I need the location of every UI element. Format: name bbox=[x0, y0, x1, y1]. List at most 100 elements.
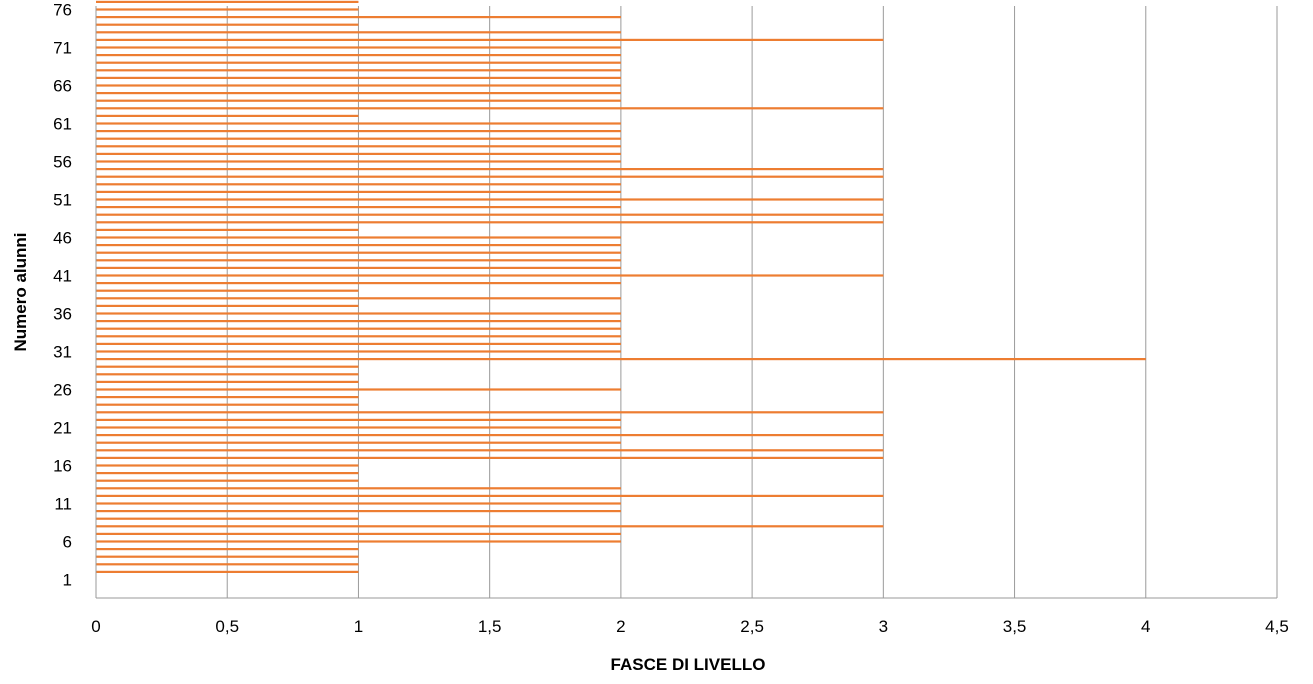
bar bbox=[96, 221, 884, 224]
bar bbox=[96, 54, 621, 57]
bar bbox=[96, 137, 621, 140]
bar bbox=[96, 320, 621, 323]
bar bbox=[96, 69, 621, 72]
x-tick-label: 1,5 bbox=[478, 617, 502, 636]
x-tick-label: 3 bbox=[879, 617, 888, 636]
y-tick-label: 66 bbox=[53, 77, 72, 96]
bar bbox=[96, 130, 621, 133]
bar bbox=[96, 23, 359, 26]
bar bbox=[96, 532, 621, 535]
y-tick-label: 31 bbox=[53, 343, 72, 362]
bar bbox=[96, 274, 884, 277]
bar bbox=[96, 434, 884, 437]
bar bbox=[96, 38, 884, 41]
x-tick-label: 2 bbox=[616, 617, 625, 636]
bars bbox=[96, 0, 1146, 573]
bar bbox=[96, 502, 621, 505]
bar bbox=[96, 327, 621, 330]
y-tick-label: 61 bbox=[53, 115, 72, 134]
bar bbox=[96, 122, 621, 125]
bar bbox=[96, 494, 884, 497]
x-tick-label: 4 bbox=[1141, 617, 1150, 636]
bar bbox=[96, 396, 359, 399]
bar bbox=[96, 76, 621, 79]
bar bbox=[96, 380, 359, 383]
bar bbox=[96, 92, 621, 95]
bar bbox=[96, 160, 621, 163]
x-axis-title: FASCE DI LIVELLO bbox=[611, 655, 766, 674]
bar bbox=[96, 525, 884, 528]
bar bbox=[96, 373, 359, 376]
bar bbox=[96, 190, 621, 193]
bar bbox=[96, 114, 359, 117]
y-tick-label: 26 bbox=[53, 381, 72, 400]
bar bbox=[96, 168, 884, 171]
x-tick-label: 4,5 bbox=[1265, 617, 1289, 636]
bar bbox=[96, 441, 621, 444]
y-tick-label: 11 bbox=[54, 495, 72, 514]
bar bbox=[96, 479, 359, 482]
bar bbox=[96, 198, 884, 201]
bar bbox=[96, 61, 621, 64]
bar bbox=[96, 259, 621, 262]
y-tick-label: 56 bbox=[53, 153, 72, 172]
bar bbox=[96, 175, 884, 178]
bar bbox=[96, 236, 621, 239]
y-tick-label: 76 bbox=[53, 1, 72, 20]
bar bbox=[96, 107, 884, 110]
y-tick-label: 16 bbox=[53, 457, 72, 476]
bar bbox=[96, 403, 359, 406]
bar bbox=[96, 342, 621, 345]
bar bbox=[96, 350, 621, 353]
bar bbox=[96, 266, 621, 269]
bar bbox=[96, 449, 884, 452]
bar bbox=[96, 84, 621, 87]
gridlines bbox=[226, 6, 1278, 598]
bar bbox=[96, 304, 359, 307]
bar bbox=[96, 456, 884, 459]
x-tick-label: 1 bbox=[354, 617, 363, 636]
bar bbox=[96, 183, 621, 186]
bar bbox=[96, 312, 621, 315]
bar bbox=[96, 563, 359, 566]
bar bbox=[96, 548, 359, 551]
bar bbox=[96, 418, 621, 421]
bar bbox=[96, 388, 621, 391]
x-tick-label: 3,5 bbox=[1003, 617, 1027, 636]
y-tick-label: 51 bbox=[53, 191, 72, 210]
bar bbox=[96, 335, 621, 338]
bar bbox=[96, 152, 621, 155]
bar bbox=[96, 0, 359, 3]
y-tick-label: 1 bbox=[63, 571, 72, 590]
y-axis-title: Numero alunni bbox=[11, 232, 30, 351]
y-tick-label: 41 bbox=[53, 267, 72, 286]
bar bbox=[96, 297, 621, 300]
x-tick-label: 0,5 bbox=[215, 617, 239, 636]
bar bbox=[96, 244, 621, 247]
bar bbox=[96, 540, 621, 543]
bar bbox=[96, 472, 359, 475]
bar bbox=[96, 555, 359, 558]
bar bbox=[96, 213, 884, 216]
bar bbox=[96, 517, 359, 520]
bar bbox=[96, 206, 621, 209]
bar bbox=[96, 426, 621, 429]
bar bbox=[96, 16, 621, 19]
y-tick-label: 21 bbox=[53, 419, 72, 438]
x-tick-labels: 0 0,5 1 1,5 2 2,5 3 3,5 4 4,5 bbox=[91, 617, 1289, 636]
bar bbox=[96, 358, 1146, 361]
bar bbox=[96, 228, 359, 231]
x-tick-label: 2,5 bbox=[740, 617, 764, 636]
bar bbox=[96, 99, 621, 102]
y-tick-label: 46 bbox=[53, 229, 72, 248]
y-tick-label: 36 bbox=[53, 305, 72, 324]
bar bbox=[96, 411, 884, 414]
y-tick-label: 6 bbox=[63, 533, 72, 552]
bar bbox=[96, 8, 359, 11]
bar bbox=[96, 282, 621, 285]
bar bbox=[96, 31, 621, 34]
bar bbox=[96, 510, 621, 513]
